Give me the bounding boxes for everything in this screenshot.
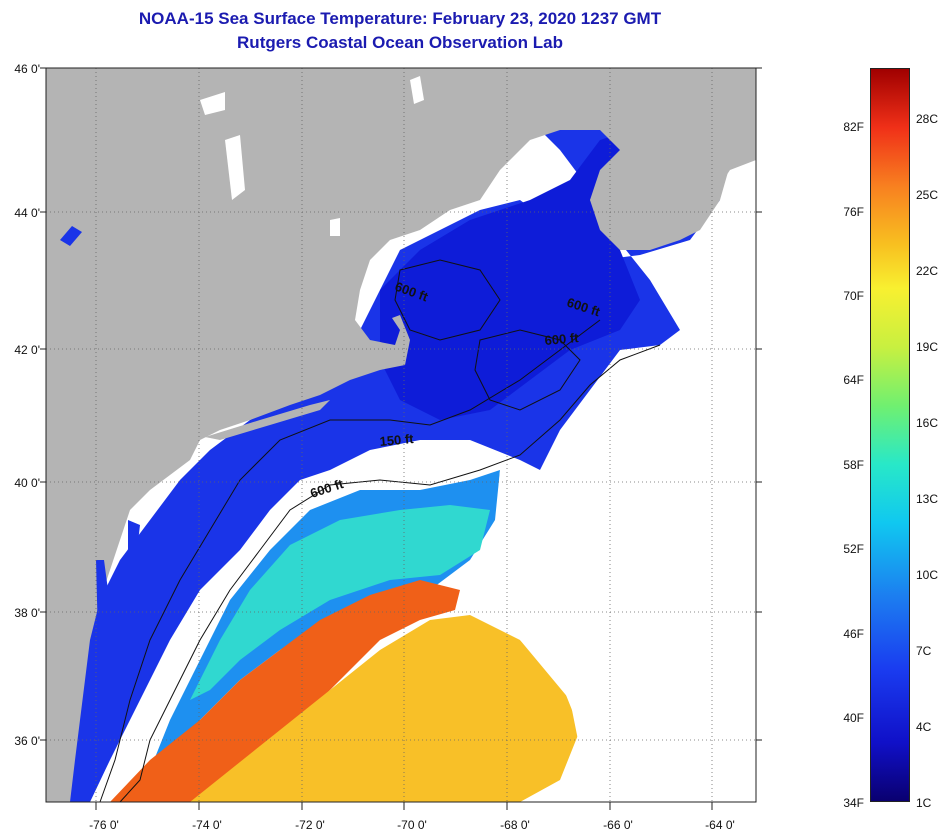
colorbar-c-label: 7C xyxy=(916,644,932,658)
bathymetry-contour-600ft xyxy=(119,344,661,803)
colorbar-c-label: 1C xyxy=(916,796,932,810)
lat-tick-label: 36 0' xyxy=(14,734,40,748)
colorbar-c-label: 4C xyxy=(916,720,932,734)
colorbar-f-label: 34F xyxy=(843,796,864,810)
nova-scotia xyxy=(590,100,756,245)
warm-sargasso-water xyxy=(190,615,580,802)
map-frame xyxy=(45,67,757,803)
long-island xyxy=(205,400,330,440)
colorbar-f-label: 82F xyxy=(843,120,864,134)
cloud-offshore-region xyxy=(495,350,756,620)
colorbar-f-label: 58F xyxy=(843,458,864,472)
map-title: NOAA-15 Sea Surface Temperature: Februar… xyxy=(138,9,662,28)
chesapeake-bay xyxy=(96,560,112,720)
temperature-colorbar xyxy=(870,68,910,802)
colorbar-f-label: 64F xyxy=(843,373,864,387)
lat-tick-label: 40 0' xyxy=(14,476,40,490)
gulf-stream-warm-water xyxy=(110,580,460,802)
cyan-front-water xyxy=(190,505,490,700)
lake-champlain xyxy=(60,226,82,246)
cloud-patch-land xyxy=(225,135,245,200)
tick-marks xyxy=(40,67,762,810)
colorbar-c-label: 22C xyxy=(916,264,939,278)
lat-tick-label: 44 0' xyxy=(14,206,40,220)
colorbar-f-label: 70F xyxy=(843,289,864,303)
north-america-land xyxy=(46,68,756,802)
cloud-patch-land xyxy=(330,218,340,236)
bathymetry-contour-gulf-of-maine xyxy=(394,259,501,341)
colorbar-f-label: 76F xyxy=(843,205,864,219)
lon-tick-label: -74 0' xyxy=(192,818,222,832)
lon-tick-label: -70 0' xyxy=(397,818,427,832)
colorbar-c-label: 10C xyxy=(916,568,939,582)
colorbar-f-label: 52F xyxy=(843,542,864,556)
contour-label: 150 ft xyxy=(379,431,415,449)
colorbar-c-label: 25C xyxy=(916,188,939,202)
lon-tick-label: -66 0' xyxy=(603,818,633,832)
lat-tick-label: 42 0' xyxy=(14,343,40,357)
colorbar-f-label: 40F xyxy=(843,711,864,725)
cloud-patch-land xyxy=(410,76,424,104)
bathymetry-contour-georges-bank xyxy=(474,329,581,411)
colorbar-c-label: 16C xyxy=(916,416,939,430)
lat-tick-label: 38 0' xyxy=(14,606,40,620)
colorbar-c-label: 13C xyxy=(916,492,939,506)
colorbar-c-label: 28C xyxy=(916,112,939,126)
cloud-gap-region xyxy=(520,600,720,802)
deep-blue-gulf-water xyxy=(380,130,660,420)
bathymetry-contour-150ft xyxy=(99,319,601,803)
lon-tick-label: -68 0' xyxy=(500,818,530,832)
map-subtitle: Rutgers Coastal Ocean Observation Lab xyxy=(237,33,563,52)
lon-tick-label: -76 0' xyxy=(89,818,119,832)
delaware-bay xyxy=(128,520,140,560)
lon-tick-label: -72 0' xyxy=(295,818,325,832)
lat-tick-label: 46 0' xyxy=(14,62,40,76)
contour-label: 600 ft xyxy=(544,330,580,348)
colorbar-c-label: 19C xyxy=(916,340,939,354)
colorbar-f-label: 46F xyxy=(843,627,864,641)
cloud-patch-land xyxy=(200,92,225,115)
lon-tick-label: -64 0' xyxy=(705,818,735,832)
